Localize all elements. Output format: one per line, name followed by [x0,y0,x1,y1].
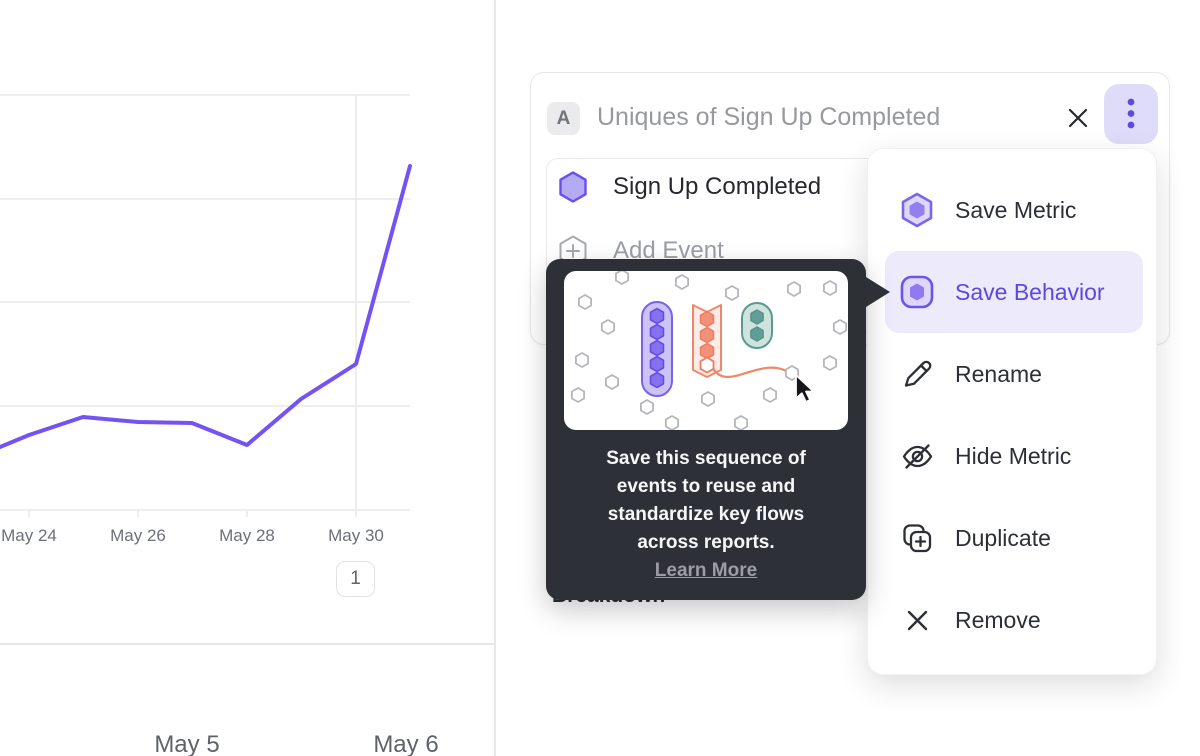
close-metric-button[interactable] [1061,101,1095,135]
x-axis-tick-label: May 26 [110,526,166,545]
menu-item-duplicate[interactable]: Duplicate [885,497,1143,579]
menu-item-label: Rename [955,360,1042,387]
menu-item-save-metric[interactable]: Save Metric [885,169,1143,251]
menu-item-label: Duplicate [955,524,1051,551]
event-name: Sign Up Completed [613,173,822,200]
vertical-divider [494,0,496,756]
metric-options-kebab-button[interactable] [1104,84,1158,144]
menu-item-label: Remove [955,606,1041,633]
line-chart [0,94,412,517]
tooltip-line: events to reuse and [616,476,796,497]
menu-item-label: Save Metric [955,196,1077,223]
save-behavior-icon [900,275,934,309]
tooltip-arrow [866,277,890,307]
add-event-icon [559,235,587,267]
learn-more-link[interactable]: Learn More [654,560,758,581]
x-axis-tick-label: May 28 [219,526,275,545]
duplicate-icon [903,524,932,553]
tooltip-line: Save this sequence of [606,448,806,469]
tooltip-text: Save this sequence of events to reuse an… [546,445,866,585]
save-behavior-tooltip: Save this sequence of events to reuse an… [546,259,890,600]
x-axis-tick-label: May 30 [328,526,384,545]
menu-item-save-behavior[interactable]: Save Behavior [885,251,1143,333]
save-metric-hexagon-icon [901,192,933,228]
tooltip-line: standardize key flows [607,504,805,525]
menu-item-hide-metric[interactable]: Hide Metric [885,415,1143,497]
close-icon [1068,108,1088,128]
chart-panel: May 24 May 26 May 28 May 30 1 May 5 May … [0,0,495,756]
menu-item-label: Hide Metric [955,442,1072,469]
event-row-sign-up-completed[interactable]: Sign Up Completed [559,171,821,203]
menu-item-remove[interactable]: Remove [885,579,1143,661]
menu-item-rename[interactable]: Rename [885,333,1143,415]
x-axis-tick-label: May 24 [1,526,57,545]
kebab-icon [1127,98,1135,129]
pencil-icon [904,360,932,387]
metric-letter-badge: A [547,102,580,135]
event-hexagon-icon [559,171,587,203]
x-axis-tick-label: May 6 [373,731,439,756]
remove-x-icon [907,610,928,631]
horizontal-divider [0,643,495,645]
metric-options-menu: Save Metric Save Behavior Rename [867,148,1157,675]
menu-item-label: Save Behavior [955,278,1105,305]
cursor-icon [795,374,815,403]
metric-card-header: A Uniques of Sign Up Completed [531,73,1169,159]
pagination-page-button[interactable]: 1 [336,561,375,597]
eye-off-icon [902,444,933,469]
tooltip-line: across reports. [637,532,775,553]
behavior-illustration [564,271,848,430]
metric-title: Uniques of Sign Up Completed [597,103,941,131]
x-axis-tick-label: May 5 [154,731,220,756]
